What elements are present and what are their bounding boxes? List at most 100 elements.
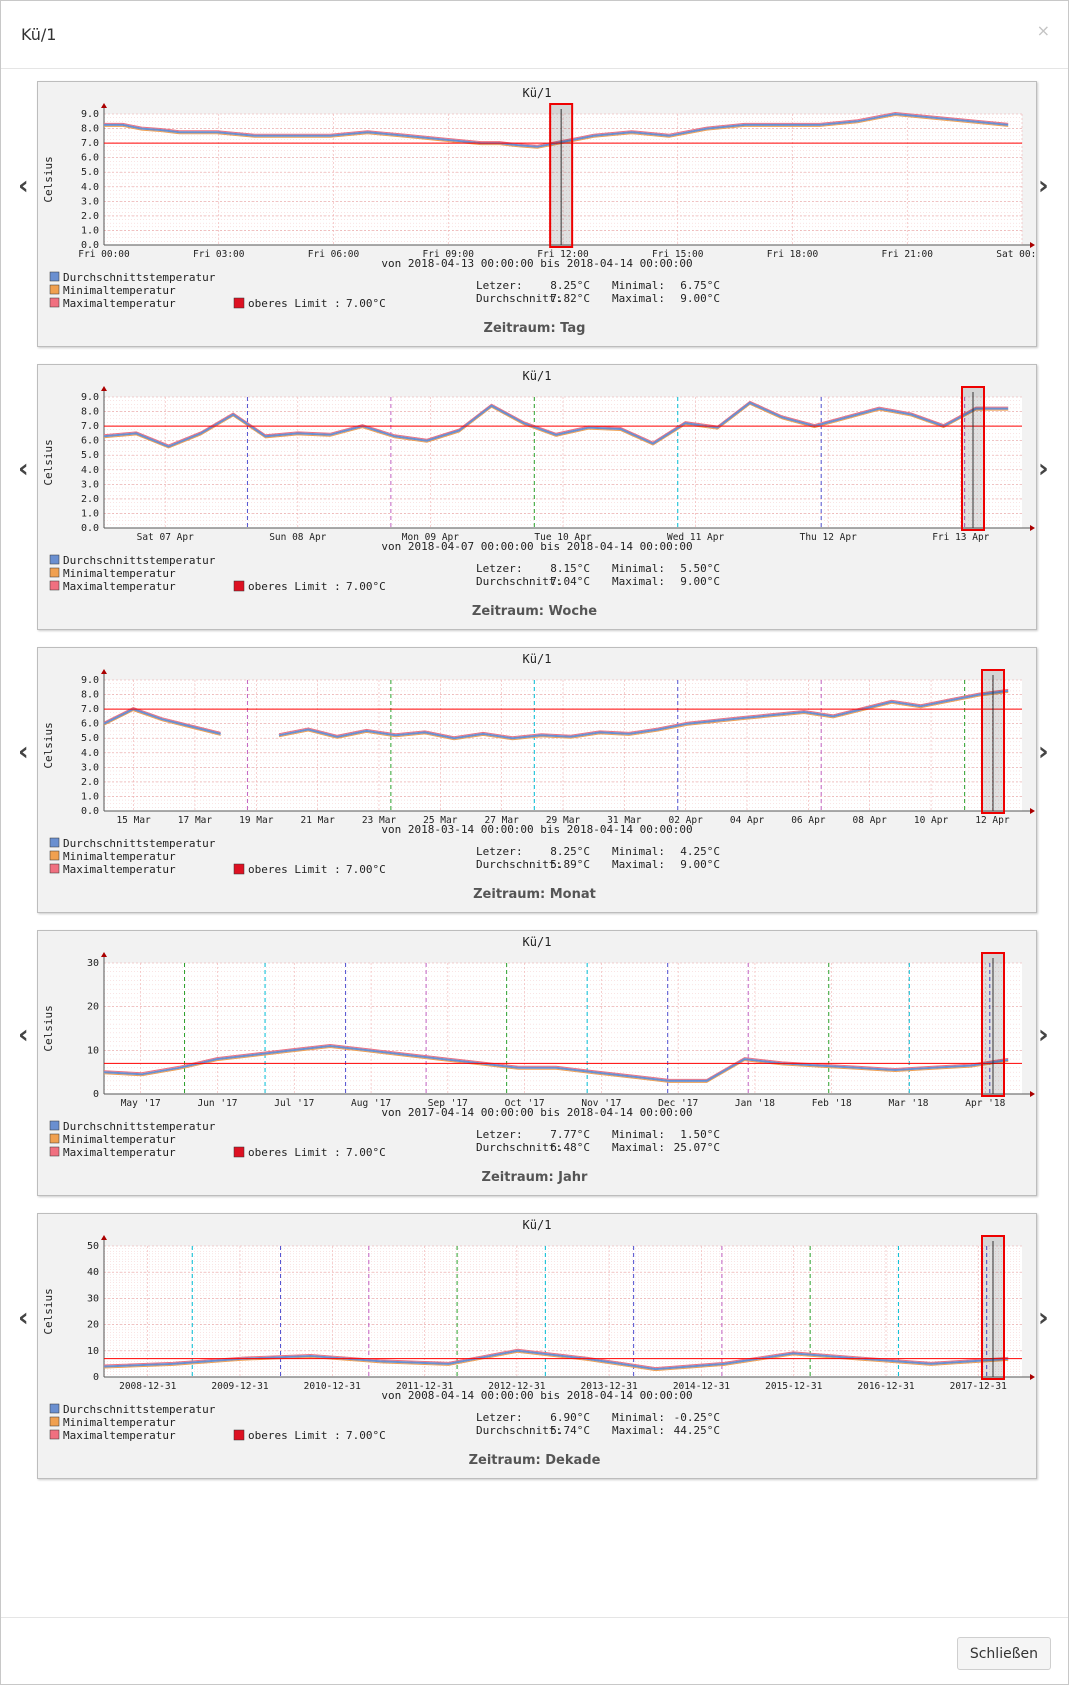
x-tick-label: 2013-12-31 — [581, 1381, 638, 1392]
period-caption: Zeitraum: Monat — [473, 887, 596, 902]
stat-label-avg: Durchschnitt: — [476, 1424, 562, 1437]
date-range: von 2018-03-14 00:00:00 bis 2018-04-14 0… — [381, 823, 692, 836]
legend-swatch-max — [49, 1146, 60, 1157]
x-tick-label: Thu 12 Apr — [800, 532, 857, 543]
stat-value-last: 8.25°C — [550, 845, 590, 858]
legend-swatch-limit — [233, 863, 245, 875]
y-tick-label: 1.0 — [81, 791, 99, 802]
legend-label-avg: Durchschnittstemperatur — [63, 1120, 216, 1133]
y-tick-label: 3.0 — [81, 479, 99, 490]
stat-label-max: Maximal: — [612, 575, 665, 588]
chevron-left-icon[interactable]: ‹ — [18, 171, 29, 201]
date-range: von 2018-04-07 00:00:00 bis 2018-04-14 0… — [381, 540, 692, 553]
legend-swatch-limit — [233, 1146, 245, 1158]
chevron-left-icon[interactable]: ‹ — [18, 737, 29, 767]
y-tick-label: 4.0 — [81, 748, 99, 759]
dialog-footer: Schließen — [1, 1617, 1068, 1685]
legend-swatch-avg — [49, 1120, 60, 1131]
stat-value-avg: 7.82°C — [550, 292, 590, 305]
stat-value-min: -0.25°C — [674, 1411, 720, 1424]
stat-label-last: Letzer — [476, 1411, 516, 1424]
chart-svg: Kü/1 0 10 20 30 May '17 Jun '17 Jul '17 Aug '17 S… — [42, 935, 1035, 1159]
x-tick-label: May '17 — [121, 1098, 161, 1109]
legend-label-limit: oberes Limit : — [248, 863, 341, 876]
y-tick-label: 7.0 — [81, 421, 99, 432]
legend-label-limit: oberes Limit : — [248, 1429, 341, 1442]
chevron-left-icon[interactable]: ‹ — [18, 454, 29, 484]
legend-swatch-min — [49, 850, 60, 861]
x-tick-label: Mon 09 Apr — [402, 532, 459, 543]
y-tick-label: 4.0 — [81, 465, 99, 476]
stat-label-max: Maximal: — [612, 858, 665, 871]
chevron-right-icon[interactable]: › — [1038, 1020, 1049, 1050]
stat-value-min: 1.50°C — [680, 1128, 720, 1141]
legend-limit-value: 7.00°C — [346, 863, 386, 876]
legend-swatch-avg — [49, 271, 60, 282]
legend-label-min: Minimaltemperatur — [63, 1416, 176, 1429]
x-tick-label: 23 Mar — [362, 815, 397, 826]
stat-label-avg: Durchschnitt: — [476, 1141, 562, 1154]
chart-image: Kü/1 0 10 20 30 May '17 Jun '17 Jul '17 Aug '17 S… — [37, 930, 1037, 1196]
chart-title: Kü/1 — [523, 369, 552, 383]
close-button[interactable]: Schließen — [956, 1637, 1051, 1670]
x-tick-label: Jun '17 — [197, 1098, 237, 1109]
y-axis-arrow-icon — [101, 1235, 107, 1240]
y-axis-label: Celsius — [42, 1005, 55, 1051]
stat-value-last: 8.15°C — [550, 562, 590, 575]
legend-label-max: Maximaltemperatur — [63, 297, 176, 310]
close-icon[interactable]: × — [1036, 21, 1050, 40]
stat-value-max: 25.07°C — [674, 1141, 720, 1154]
chevron-right-icon[interactable]: › — [1038, 171, 1049, 201]
x-tick-label: 2009-12-31 — [211, 1381, 268, 1392]
y-axis-label: Celsius — [42, 156, 55, 202]
y-axis-arrow-icon — [101, 952, 107, 957]
y-tick-label: 9.0 — [81, 392, 99, 403]
stat-label-last: Letzer — [476, 1128, 516, 1141]
series-min-line — [103, 1351, 1009, 1372]
legend-label-avg: Durchschnittstemperatur — [63, 1403, 216, 1416]
legend-label-max: Maximaltemperatur — [63, 580, 176, 593]
x-tick-label: Fri 13 Apr — [932, 532, 989, 543]
x-tick-label: 19 Mar — [239, 815, 274, 826]
chevron-left-icon[interactable]: ‹ — [18, 1020, 29, 1050]
chevron-left-icon[interactable]: ‹ — [18, 1303, 29, 1333]
x-tick-label: 2014-12-31 — [673, 1381, 730, 1392]
x-tick-label: Jul '17 — [274, 1098, 314, 1109]
x-tick-label: Dec '17 — [658, 1098, 698, 1109]
series-max-line — [103, 1043, 1009, 1080]
y-tick-label: 9.0 — [81, 675, 99, 686]
x-tick-label: 15 Mar — [116, 815, 151, 826]
legend-label-limit: oberes Limit : — [248, 580, 341, 593]
y-tick-label: 5.0 — [81, 450, 99, 461]
y-axis-label: Celsius — [42, 439, 55, 485]
legend-label-min: Minimaltemperatur — [63, 284, 176, 297]
stat-colon: : — [516, 1128, 523, 1141]
series-min-line — [103, 403, 1009, 449]
x-tick-label: Nov '17 — [581, 1098, 621, 1109]
stat-label-max: Maximal: — [612, 292, 665, 305]
y-tick-label: 7.0 — [81, 704, 99, 715]
x-tick-label: 06 Apr — [791, 815, 826, 826]
legend-swatch-avg — [49, 837, 60, 848]
x-tick-label: Feb '18 — [812, 1098, 852, 1109]
x-tick-label: Apr '18 — [965, 1098, 1005, 1109]
x-tick-label: 21 Mar — [300, 815, 335, 826]
x-tick-label: Tue 10 Apr — [534, 532, 591, 543]
stat-value-min: 6.75°C — [680, 279, 720, 292]
x-tick-label: Aug '17 — [351, 1098, 391, 1109]
stat-colon: : — [516, 1411, 523, 1424]
legend-label-min: Minimaltemperatur — [63, 1133, 176, 1146]
legend-label-limit: oberes Limit : — [248, 297, 341, 310]
chevron-right-icon[interactable]: › — [1038, 454, 1049, 484]
y-axis-label: Celsius — [42, 722, 55, 768]
y-tick-label: 6.0 — [81, 436, 99, 447]
chart-svg: Kü/1 0.0 1.0 2.0 3.0 4.0 5.0 6.0 7.0 8.0 9.0 Fri 00… — [42, 86, 1036, 310]
legend-swatch-max — [49, 580, 60, 591]
legend-label-limit: oberes Limit : — [248, 1146, 341, 1159]
x-tick-label: 2012-12-31 — [488, 1381, 545, 1392]
stat-label-avg: Durchschnitt: — [476, 858, 562, 871]
chevron-right-icon[interactable]: › — [1038, 737, 1049, 767]
chevron-right-icon[interactable]: › — [1038, 1303, 1049, 1333]
stat-value-avg: 6.48°C — [550, 1141, 590, 1154]
legend-label-min: Minimaltemperatur — [63, 850, 176, 863]
